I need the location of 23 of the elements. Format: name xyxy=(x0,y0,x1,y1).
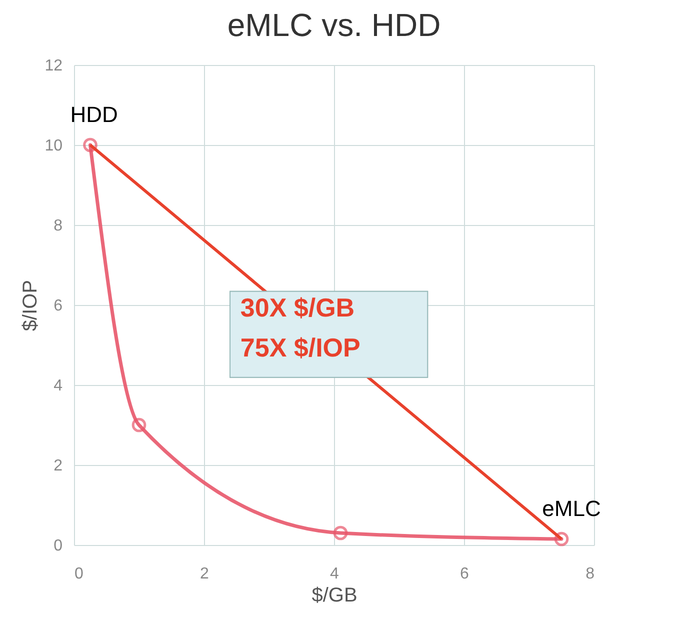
point xyxy=(132,418,146,432)
y-tick-label: 8 xyxy=(54,218,63,234)
x-tick-label: 4 xyxy=(330,566,340,582)
y-axis-title: $/IOP xyxy=(20,280,42,332)
annotation: HDD xyxy=(70,102,118,127)
point xyxy=(554,532,569,546)
x-tick-label: 0 xyxy=(74,566,84,582)
annotation: eMLC xyxy=(542,496,601,521)
x-tick-label: 6 xyxy=(460,566,470,582)
y-tick-label: 12 xyxy=(44,58,63,74)
y-tick-label: 6 xyxy=(54,298,63,314)
y-tick-label: 0 xyxy=(54,538,63,554)
x-tick-label: 8 xyxy=(586,566,595,582)
x-tick-label: 2 xyxy=(200,566,210,582)
x-axis-title: $/GB xyxy=(312,584,358,606)
y-tick-label: 10 xyxy=(44,138,63,154)
point xyxy=(333,526,348,540)
y-tick-label: 4 xyxy=(54,378,63,394)
annotation: 75X $/IOP xyxy=(240,332,360,362)
annotation: 30X $/GB xyxy=(240,292,355,322)
chart-title: eMLC vs. HDD xyxy=(227,7,441,43)
point xyxy=(83,138,98,152)
y-tick-label: 2 xyxy=(54,458,63,474)
